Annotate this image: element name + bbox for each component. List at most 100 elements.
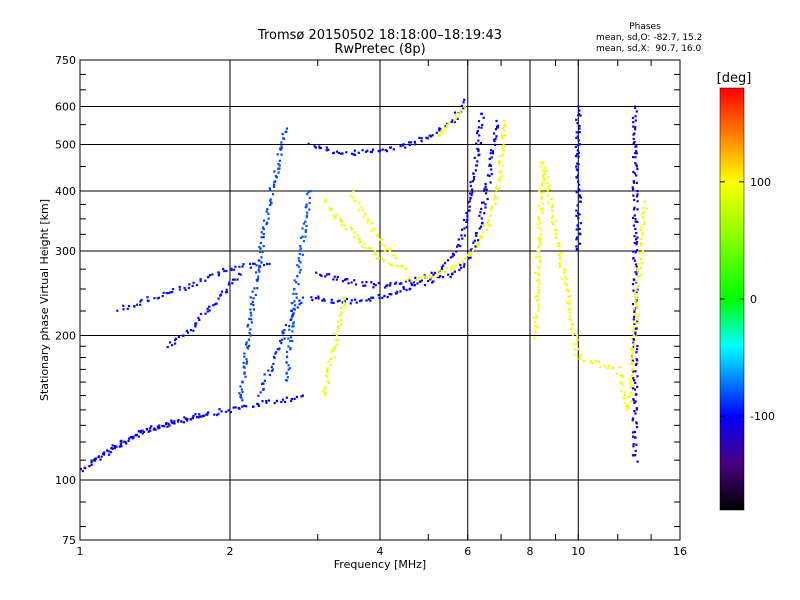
data-point — [639, 237, 642, 241]
data-point — [140, 298, 143, 302]
data-point — [632, 326, 635, 329]
data-point — [632, 180, 635, 183]
data-point — [199, 278, 202, 281]
phase-stats-x-mode: mean, sd,X: 90.7, 16.0 — [596, 44, 702, 54]
data-point — [635, 302, 638, 305]
data-point — [534, 324, 537, 327]
data-point — [636, 236, 639, 239]
data-point — [543, 173, 546, 176]
data-point — [328, 206, 331, 210]
data-point — [640, 257, 643, 260]
data-point — [394, 281, 398, 284]
data-point — [490, 205, 493, 208]
data-point — [286, 356, 289, 359]
data-point — [374, 284, 377, 287]
data-point — [139, 300, 142, 303]
data-point — [288, 325, 291, 328]
data-point — [569, 307, 572, 311]
data-point — [578, 356, 581, 359]
data-point — [377, 150, 380, 153]
data-point — [391, 254, 394, 257]
data-point — [296, 306, 299, 309]
data-point — [361, 245, 364, 248]
data-point — [469, 197, 472, 200]
data-point — [262, 387, 265, 391]
data-point — [383, 294, 386, 298]
data-point — [203, 414, 206, 417]
data-point — [293, 300, 296, 303]
data-point — [408, 141, 411, 144]
data-point — [560, 252, 563, 255]
data-point — [632, 181, 636, 184]
chart-title: Tromsø 20150502 18:18:00–18:19:43 — [257, 28, 503, 43]
data-point — [563, 282, 566, 285]
data-point — [575, 191, 578, 194]
data-point — [279, 340, 282, 343]
data-point — [324, 393, 327, 396]
data-point — [269, 204, 272, 207]
data-point — [363, 242, 366, 245]
data-point — [476, 245, 479, 249]
data-point — [399, 145, 402, 148]
data-point — [231, 282, 234, 285]
data-point — [388, 249, 391, 252]
data-point — [94, 457, 98, 460]
data-point — [261, 400, 264, 403]
data-point — [631, 116, 635, 120]
x-tick-label: 2 — [227, 545, 234, 558]
data-point — [326, 367, 329, 370]
data-point — [263, 373, 266, 376]
data-point — [224, 410, 228, 413]
data-point — [154, 428, 157, 431]
data-point — [420, 279, 423, 282]
data-point — [501, 164, 504, 168]
data-point — [467, 201, 470, 204]
data-point — [577, 217, 580, 220]
data-point — [341, 297, 344, 300]
data-point — [332, 278, 335, 281]
data-point — [504, 125, 507, 128]
data-point — [343, 303, 346, 306]
data-point — [169, 291, 172, 294]
data-point — [476, 147, 479, 150]
data-point — [268, 373, 271, 377]
data-point — [629, 386, 632, 389]
data-point — [640, 273, 643, 277]
data-point — [539, 241, 542, 244]
data-point — [632, 194, 635, 197]
data-point — [234, 265, 237, 268]
data-point — [636, 190, 639, 193]
data-point — [381, 238, 384, 241]
data-point — [291, 339, 294, 343]
data-point — [436, 274, 439, 277]
data-point — [570, 328, 573, 331]
data-point — [628, 377, 631, 380]
data-point — [408, 279, 411, 282]
data-point — [350, 194, 353, 197]
data-point — [484, 192, 488, 195]
data-point — [636, 359, 639, 362]
data-point — [640, 262, 643, 265]
data-point — [425, 136, 428, 139]
data-point — [568, 299, 571, 302]
data-point — [457, 244, 460, 247]
data-point — [634, 331, 637, 334]
data-point — [449, 276, 452, 279]
data-point — [636, 348, 639, 351]
data-point — [635, 181, 638, 184]
data-point — [335, 213, 338, 216]
data-point — [248, 332, 251, 335]
data-point — [498, 171, 501, 174]
data-point — [330, 350, 333, 353]
data-point — [311, 299, 314, 302]
data-point — [493, 196, 496, 199]
data-point — [445, 266, 448, 270]
data-point — [308, 201, 311, 205]
data-point — [457, 261, 461, 265]
data-point — [392, 148, 395, 151]
data-point — [489, 149, 493, 152]
data-point — [485, 228, 488, 231]
data-point — [299, 236, 302, 239]
data-point — [466, 254, 470, 257]
data-point — [612, 365, 615, 368]
